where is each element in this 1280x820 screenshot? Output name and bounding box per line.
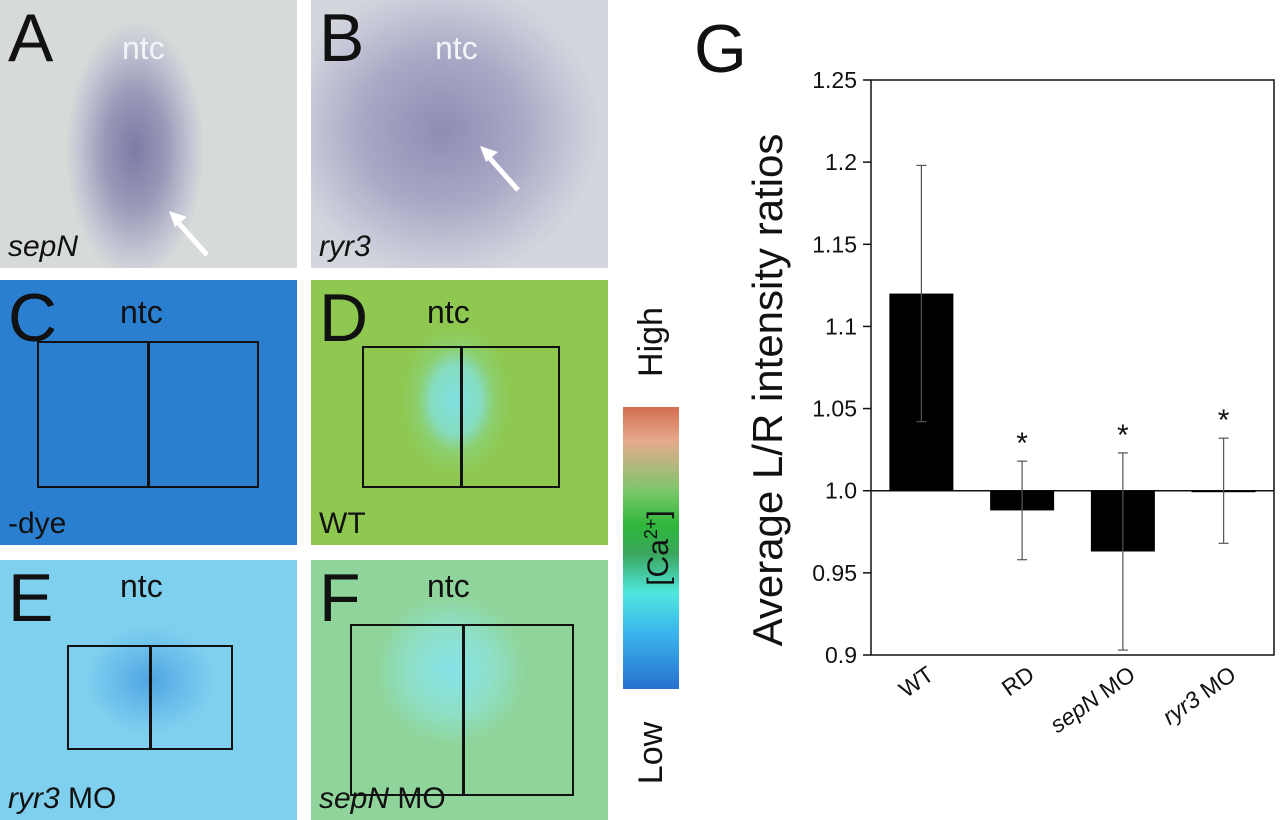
gene-label-a: sepN xyxy=(8,230,79,263)
panel-letter-c: C xyxy=(8,280,58,356)
significance-marker: * xyxy=(1016,427,1028,460)
gene-label-b: ryr3 xyxy=(319,230,371,263)
roi-divider-d xyxy=(460,348,463,486)
y-tick-label: 1.25 xyxy=(812,67,857,93)
condition-label-c: -dye xyxy=(8,507,67,540)
significance-marker: * xyxy=(1218,404,1230,437)
ntc-label-c: ntc xyxy=(120,294,163,330)
y-tick-label: 1.05 xyxy=(812,396,857,422)
panel-letter-f: F xyxy=(319,560,361,636)
ntc-label-d: ntc xyxy=(427,294,470,330)
arrow-icon-a xyxy=(169,211,209,257)
y-tick-label: 1.1 xyxy=(825,313,857,339)
panel-letter-e: E xyxy=(8,560,54,636)
roi-box-c xyxy=(37,341,259,488)
panel-f-sepn-mo: F ntc sepN MO xyxy=(311,560,608,820)
panel-b-ryr3-in-situ: B ntc ryr3 xyxy=(311,0,608,268)
panel-letter-b: B xyxy=(319,0,365,76)
colorbar-low-label: Low xyxy=(632,721,670,785)
x-tick-label: WT xyxy=(894,661,938,703)
y-axis-label: Average L/R intensity ratios xyxy=(744,134,791,647)
y-tick-label: 1.2 xyxy=(825,149,857,175)
panel-letter-a: A xyxy=(8,0,54,76)
panel-e-ryr3-mo: E ntc ryr3 MO xyxy=(0,560,297,820)
y-tick-label: 0.9 xyxy=(825,642,857,668)
y-tick-label: 1.0 xyxy=(825,478,857,504)
ntc-label-e: ntc xyxy=(120,568,163,604)
panel-d-wt: D ntc WT xyxy=(311,280,608,545)
roi-box-f xyxy=(350,624,574,796)
panel-letter-g: G xyxy=(694,11,747,87)
panel-c-no-dye: C ntc -dye xyxy=(0,280,297,545)
condition-label-e: ryr3 MO xyxy=(8,782,117,815)
panel-a-sepn-in-situ: A ntc sepN xyxy=(0,0,297,268)
plot-frame xyxy=(870,79,1275,656)
calcium-color-scale xyxy=(623,407,679,689)
significance-marker: * xyxy=(1117,419,1129,452)
y-tick-label: 1.15 xyxy=(812,231,857,257)
x-tick-label: RD xyxy=(997,661,1039,701)
condition-label-f: sepN MO xyxy=(319,782,446,815)
condition-label-d: WT xyxy=(319,507,366,540)
x-tick-label: ryr3 MO xyxy=(1158,661,1241,730)
x-tick-label: sepN MO xyxy=(1045,661,1139,738)
ntc-label-b: ntc xyxy=(435,30,478,66)
colorbar-calcium-label: [Ca2+] xyxy=(641,510,675,586)
y-tick-label: 0.95 xyxy=(812,560,857,586)
roi-box-e xyxy=(67,645,233,750)
arrow-icon-b xyxy=(480,146,520,192)
colorbar-high-label: High xyxy=(632,307,670,377)
ntc-label-a: ntc xyxy=(122,30,165,66)
roi-divider-c xyxy=(147,343,150,486)
roi-divider-e xyxy=(149,647,152,748)
bar-chart-g: G Average L/R intensity ratios 0.9 0.95 1.… xyxy=(694,11,1275,738)
panel-letter-d: D xyxy=(319,280,369,356)
roi-divider-f xyxy=(462,626,465,794)
ntc-label-f: ntc xyxy=(427,568,470,604)
roi-box-d xyxy=(362,346,560,488)
